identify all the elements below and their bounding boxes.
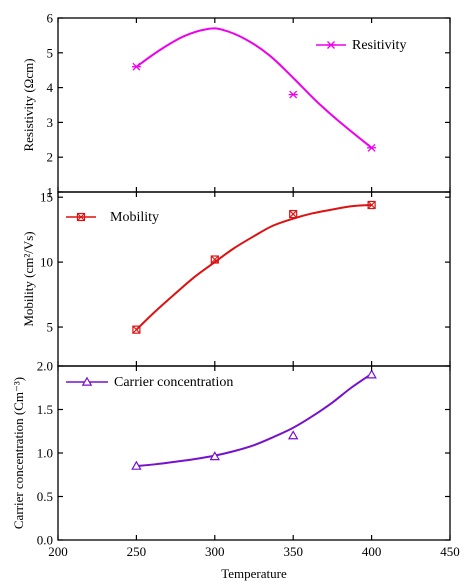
x-tick-label: 200 <box>48 544 68 559</box>
y-tick-label-mobility: 5 <box>47 320 54 335</box>
x-tick-label: 250 <box>127 544 147 559</box>
y-tick-label-resistivity: 5 <box>47 45 54 60</box>
series-line-mobility <box>135 203 372 331</box>
series-line-carrier-concentration <box>136 373 373 468</box>
data-point-resistivity-1 <box>288 90 298 99</box>
panel-resistivity: 1 2 3 4 5 6 Resistivity (Ωcm) Resitivity <box>21 11 451 200</box>
series-line-resistivity <box>135 27 373 149</box>
panel-carrier-concentration: 0.0 0.5 1.0 1.5 2.0 Carrier concentration (C… <box>11 18 460 581</box>
legend-label-resistivity: Resitivity <box>352 38 406 53</box>
legend-carrier-concentration: Carrier concentration <box>66 375 233 390</box>
y-tick-label-mobility: 15 <box>40 190 53 205</box>
data-point-mobility-1 <box>210 255 219 264</box>
data-point-mobility-0 <box>132 325 141 334</box>
y-tick-label-resistivity: 6 <box>47 11 54 26</box>
y-tick-label-carrier-concentration: 2.0 <box>37 359 53 374</box>
legend-label-mobility: Mobility <box>110 210 159 225</box>
y-axis-label-resistivity: Resistivity (Ωcm) <box>21 58 36 151</box>
data-point-resistivity-0 <box>131 62 141 71</box>
y-tick-label-carrier-concentration: 0.5 <box>37 489 53 504</box>
data-point-resistivity-2 <box>367 143 377 152</box>
y-axis-label-mobility: Mobility (cm²/Vs) <box>21 231 36 326</box>
data-point-mobility-2 <box>289 209 298 219</box>
legend-marker-mobility <box>76 212 86 222</box>
y-tick-label-resistivity: 1 <box>47 185 54 200</box>
legend-resistivity: Resitivity <box>316 38 406 53</box>
panel-mobility: 5 10 15 Mobility (cm²/Vs) Mobility <box>21 190 451 367</box>
data-point-carrier-concentration-0 <box>131 460 142 470</box>
legend-label-carrier-concentration: Carrier concentration <box>114 375 233 390</box>
data-point-carrier-concentration-1 <box>209 451 221 461</box>
plot-frame-carrier-concentration <box>57 365 451 541</box>
data-point-carrier-concentration-2 <box>287 430 299 440</box>
data-point-mobility-3 <box>367 200 376 210</box>
y-tick-label-mobility: 10 <box>40 255 53 270</box>
y-axis-label-carrier-concentration: Carrier concentration (Cm⁻³) <box>11 377 26 529</box>
x-tick-label: 450 <box>440 544 460 559</box>
y-tick-label-resistivity: 4 <box>47 80 54 95</box>
data-point-carrier-concentration-3 <box>366 369 377 379</box>
legend-mobility: Mobility <box>66 210 159 225</box>
x-tick-label: 300 <box>205 544 225 559</box>
legend-marker-resistivity <box>326 41 336 49</box>
x-tick-label: 350 <box>283 544 303 559</box>
x-axis-label: Temperature <box>221 566 287 581</box>
x-tick-label: 400 <box>362 544 382 559</box>
legend-marker-carrier-concentration <box>81 376 93 386</box>
y-tick-label-carrier-concentration: 0.0 <box>37 533 53 548</box>
y-tick-label-resistivity: 2 <box>47 150 54 165</box>
y-tick-label-carrier-concentration: 1.0 <box>37 446 53 461</box>
y-tick-label-carrier-concentration: 1.5 <box>37 402 53 417</box>
y-tick-label-resistivity: 3 <box>47 115 54 130</box>
